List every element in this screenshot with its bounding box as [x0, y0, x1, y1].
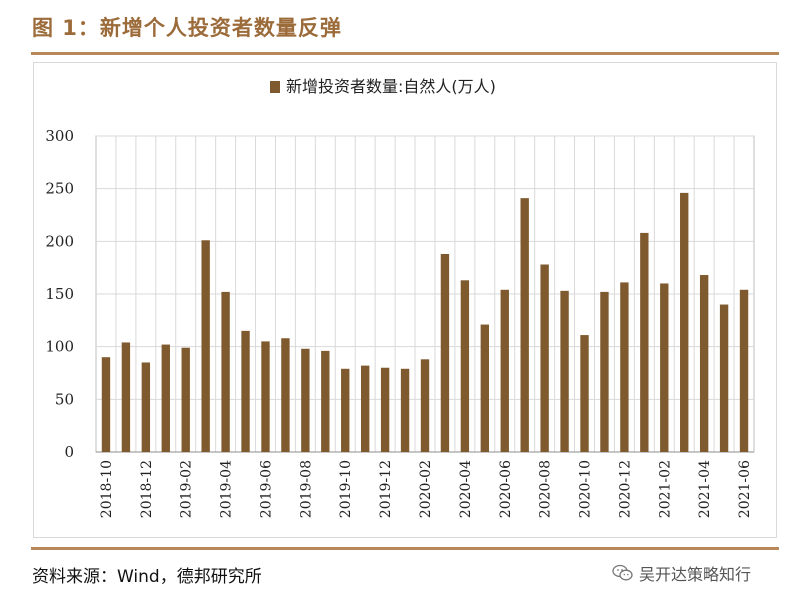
x-tick-label: 2020-10	[578, 460, 594, 518]
bar	[640, 232, 649, 452]
x-tick-label: 2019-06	[258, 460, 274, 518]
x-tick-label: 2019-02	[179, 460, 195, 518]
bar	[480, 324, 490, 452]
top-divider	[31, 52, 779, 55]
bar	[680, 192, 689, 452]
bar	[400, 368, 410, 452]
bar	[520, 198, 529, 452]
wechat-icon	[612, 564, 633, 581]
bar	[620, 282, 629, 452]
x-tick-label: 2020-04	[458, 460, 474, 518]
bar	[161, 344, 170, 452]
bar	[540, 264, 549, 452]
legend-label: 新增投资者数量:自然人(万人)	[286, 77, 496, 96]
bar	[281, 338, 290, 452]
bar-chart: 0 50 100 150 200 250 300 2018-10 2018-12 2019-02 2…	[45, 77, 755, 518]
bar	[261, 341, 270, 452]
watermark-text: 吴开达策略知行	[639, 565, 752, 584]
bar	[739, 289, 749, 452]
bar	[221, 291, 230, 452]
bar	[560, 290, 569, 452]
x-tick-label: 2019-10	[338, 460, 354, 518]
x-tick-label: 2021-04	[697, 460, 713, 518]
bar	[600, 291, 609, 452]
bar	[201, 240, 210, 452]
bar	[241, 330, 250, 452]
x-tick-label: 2021-02	[657, 460, 673, 518]
bar	[301, 348, 310, 452]
bar	[121, 342, 131, 452]
bar	[141, 362, 151, 452]
x-tick-label: 2020-02	[418, 460, 434, 518]
x-tick-label: 2020-06	[498, 460, 514, 518]
bar	[580, 335, 589, 452]
bar	[460, 280, 470, 452]
bar	[440, 253, 450, 452]
bar	[321, 350, 330, 452]
bottom-divider	[31, 547, 779, 550]
y-tick-label: 200	[45, 232, 74, 250]
bar	[500, 289, 509, 452]
x-tick-label: 2020-12	[617, 460, 633, 518]
y-tick-label: 0	[64, 443, 74, 461]
x-tick-label: 2019-12	[378, 460, 394, 518]
x-tick-label: 2019-08	[298, 460, 314, 518]
bar	[101, 357, 111, 452]
y-tick-label: 250	[45, 180, 74, 198]
chart-frame: 0 50 100 150 200 250 300 2018-10 2018-12 2019-02 2…	[33, 62, 777, 538]
bar	[380, 367, 390, 452]
bar	[719, 304, 729, 452]
figure-title: 图 1：新增个人投资者数量反弹	[32, 16, 342, 40]
x-tick-label: 2020-08	[538, 460, 554, 518]
x-tick-label: 2019-04	[219, 460, 235, 518]
bar	[341, 368, 350, 452]
source-note: 资料来源：Wind，德邦研究所	[32, 567, 262, 587]
bar	[420, 359, 430, 452]
bar	[360, 365, 370, 452]
y-tick-label: 50	[55, 390, 74, 408]
x-tick-label: 2021-06	[737, 460, 753, 518]
y-tick-label: 100	[45, 338, 74, 356]
bar	[699, 275, 709, 452]
x-tick-label: 2018-12	[139, 460, 155, 518]
bar	[181, 347, 190, 452]
y-tick-label: 300	[45, 127, 74, 145]
watermark: 吴开达策略知行	[612, 561, 751, 585]
y-tick-label: 150	[45, 285, 74, 303]
bar	[660, 283, 669, 452]
legend-swatch	[270, 81, 280, 93]
x-tick-label: 2018-10	[99, 460, 115, 518]
